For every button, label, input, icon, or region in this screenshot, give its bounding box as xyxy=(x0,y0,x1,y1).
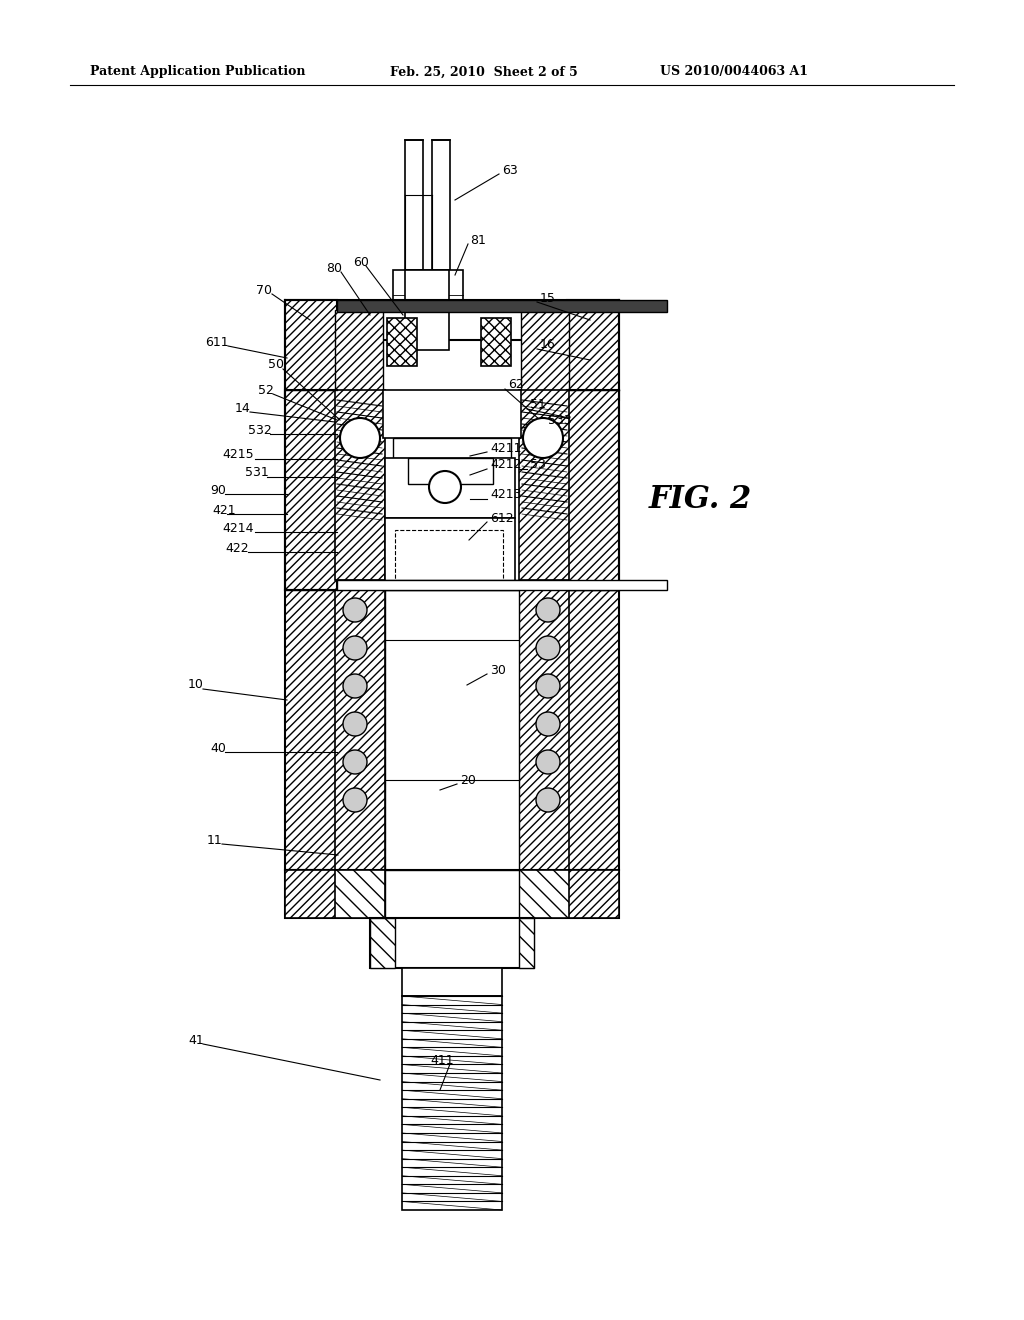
Bar xyxy=(567,389,618,590)
Bar xyxy=(385,458,515,517)
Text: 612: 612 xyxy=(490,511,514,524)
Text: 10: 10 xyxy=(188,678,204,692)
Text: 51: 51 xyxy=(530,399,546,412)
Circle shape xyxy=(429,471,461,503)
Text: 81: 81 xyxy=(470,234,485,247)
Bar xyxy=(432,140,450,271)
Bar xyxy=(335,310,565,341)
Bar xyxy=(370,917,534,968)
Text: 62: 62 xyxy=(508,379,523,392)
Text: 60: 60 xyxy=(353,256,369,268)
Bar xyxy=(393,438,511,458)
Bar xyxy=(481,318,511,366)
Bar xyxy=(567,300,618,400)
Bar xyxy=(383,389,521,438)
Bar xyxy=(395,531,503,582)
Bar xyxy=(567,870,618,917)
Circle shape xyxy=(536,788,560,812)
Bar xyxy=(370,917,395,968)
Text: 14: 14 xyxy=(234,401,251,414)
Text: 63: 63 xyxy=(502,164,518,177)
Bar xyxy=(402,997,502,1210)
Text: Feb. 25, 2010  Sheet 2 of 5: Feb. 25, 2010 Sheet 2 of 5 xyxy=(390,66,578,78)
Circle shape xyxy=(340,418,380,458)
Text: 611: 611 xyxy=(205,335,228,348)
Text: 41: 41 xyxy=(188,1034,204,1047)
Circle shape xyxy=(536,750,560,774)
Text: 40: 40 xyxy=(210,742,226,755)
Circle shape xyxy=(343,636,367,660)
Text: 421: 421 xyxy=(212,503,236,516)
Bar xyxy=(285,590,337,870)
Text: 4213: 4213 xyxy=(490,488,521,502)
Circle shape xyxy=(536,711,560,737)
Bar xyxy=(519,389,569,579)
Text: 533: 533 xyxy=(548,413,571,426)
Text: FIG. 2: FIG. 2 xyxy=(648,484,752,516)
Text: 80: 80 xyxy=(326,261,342,275)
Text: 4215: 4215 xyxy=(222,449,254,462)
Bar xyxy=(335,389,385,579)
Circle shape xyxy=(536,636,560,660)
Bar xyxy=(385,517,515,590)
Text: 90: 90 xyxy=(210,483,226,496)
Text: 422: 422 xyxy=(225,541,249,554)
Bar xyxy=(335,870,385,917)
Circle shape xyxy=(343,675,367,698)
Bar xyxy=(285,870,618,917)
Text: 411: 411 xyxy=(430,1053,454,1067)
Circle shape xyxy=(536,598,560,622)
Bar xyxy=(567,590,618,870)
Bar xyxy=(337,579,667,590)
Text: 30: 30 xyxy=(490,664,506,676)
Text: Patent Application Publication: Patent Application Publication xyxy=(90,66,305,78)
Bar xyxy=(285,389,337,590)
Text: 15: 15 xyxy=(540,292,556,305)
Text: 50: 50 xyxy=(268,359,284,371)
Bar xyxy=(406,271,449,350)
Bar xyxy=(521,310,569,400)
Text: 4211: 4211 xyxy=(490,441,521,454)
Text: 11: 11 xyxy=(207,833,223,846)
Text: 532: 532 xyxy=(248,424,271,437)
Bar xyxy=(406,140,423,271)
Bar xyxy=(393,271,463,319)
Circle shape xyxy=(523,418,563,458)
Text: 20: 20 xyxy=(460,774,476,787)
Circle shape xyxy=(343,788,367,812)
Bar xyxy=(519,590,569,870)
Bar xyxy=(285,300,337,400)
Bar xyxy=(387,318,417,366)
Text: US 2010/0044063 A1: US 2010/0044063 A1 xyxy=(660,66,808,78)
Text: 4212: 4212 xyxy=(490,458,521,471)
Circle shape xyxy=(343,598,367,622)
Text: 70: 70 xyxy=(256,284,272,297)
Text: 52: 52 xyxy=(258,384,273,396)
Bar xyxy=(408,458,493,484)
Text: 531: 531 xyxy=(245,466,268,479)
Bar xyxy=(335,310,383,400)
Text: 16: 16 xyxy=(540,338,556,351)
Bar xyxy=(337,300,667,312)
Bar xyxy=(335,590,385,870)
Bar xyxy=(402,968,502,997)
Text: 53: 53 xyxy=(530,458,546,471)
Bar xyxy=(519,870,569,917)
Bar xyxy=(285,870,337,917)
Bar xyxy=(519,917,534,968)
Circle shape xyxy=(343,711,367,737)
Circle shape xyxy=(536,675,560,698)
Bar xyxy=(385,590,519,870)
Text: 4214: 4214 xyxy=(222,521,254,535)
Bar xyxy=(385,870,519,917)
Circle shape xyxy=(343,750,367,774)
